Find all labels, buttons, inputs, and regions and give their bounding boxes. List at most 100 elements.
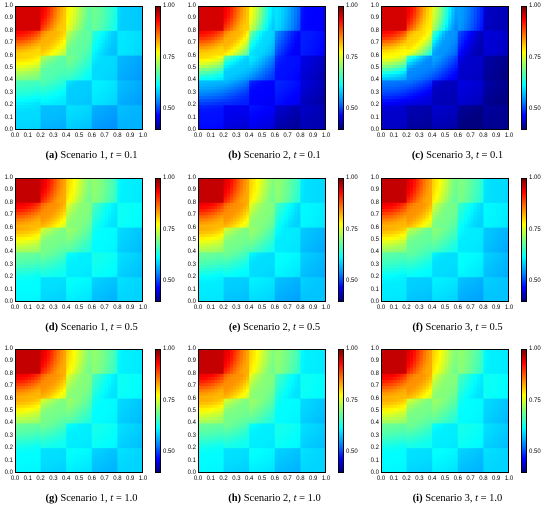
heatmap-cell [239,18,244,22]
heatmap-cell [438,95,443,100]
heatmap-cell [34,15,38,19]
heatmap-cell [441,12,446,16]
heatmap-cell [198,27,202,32]
heatmap-cell [403,120,407,125]
heatmap-cell [406,71,411,75]
heatmap-cell [445,83,449,87]
heatmap-cell [50,61,54,66]
heatmap-cell [69,6,73,10]
heatmap-cell [413,120,417,125]
heatmap-cell [15,68,19,72]
heatmap-cell [499,83,503,87]
heatmap-cell [204,126,208,130]
heatmap-cell [91,24,96,29]
heatmap-cell [281,64,285,69]
heatmap-cell [117,114,121,118]
heatmap-cell [473,80,478,84]
heatmap-cell [303,95,308,100]
heatmap-cell [397,55,401,60]
heatmap-cell [435,83,439,87]
heatmap-cell [262,52,266,56]
heatmap-cell [493,24,497,29]
heatmap-cell [236,30,240,35]
heatmap-cell [255,15,260,19]
heatmap-cell [300,40,304,44]
heatmap-cell [50,114,54,118]
heatmap-cell [467,27,471,32]
heatmap-cell [496,18,500,22]
heatmap-cell [252,61,256,66]
heatmap-cell [53,33,57,38]
heatmap-cell [207,86,212,91]
heatmap-cell [274,21,279,25]
heatmap-cell [429,49,433,53]
heatmap-cell [387,9,391,13]
heatmap-cell [53,9,57,13]
heatmap-cell [438,71,443,75]
heatmap-cell [75,111,80,115]
heatmap-cell [246,92,250,97]
heatmap-cell [223,43,228,47]
heatmap-cell [461,102,465,106]
heatmap-cell [262,108,266,112]
heatmap-plot-area [381,6,509,130]
heatmap-cell [429,55,433,60]
heatmap-cell [66,83,70,87]
x-tick-label: 0.6 [270,133,279,139]
heatmap-cell [316,52,320,56]
heatmap-cell [457,80,462,84]
heatmap-cell [130,27,134,32]
heatmap-cell [416,37,420,41]
heatmap-cell [419,83,423,87]
heatmap-cell [406,37,411,41]
heatmap-cell [435,24,439,29]
heatmap-cell [278,83,282,87]
heatmap-cell [313,37,317,41]
heatmap-cell [409,102,414,106]
heatmap-cell [18,92,22,97]
heatmap-cell [104,123,109,128]
heatmap-cell [425,55,430,60]
heatmap-cell [66,89,70,94]
heatmap-cell [262,9,266,13]
heatmap-cell [287,89,292,94]
heatmap-cell [18,30,22,35]
heatmap-cell [72,55,77,60]
heatmap-cell [400,15,404,19]
heatmap-cell [464,111,468,115]
heatmap-cell [297,46,301,50]
heatmap-cell [27,80,32,84]
heatmap-cell [246,24,250,29]
heatmap-cell [47,61,51,66]
heatmap-cell [98,18,102,22]
heatmap-cell [31,111,35,115]
heatmap-cell [397,117,401,122]
heatmap-cell [496,123,500,128]
heatmap-cell [114,68,118,72]
heatmap-cell [255,58,260,63]
heatmap-cell [220,80,224,84]
heatmap-cell [313,12,317,16]
x-tick-label: 0.5 [74,133,84,139]
heatmap-cell [467,77,471,81]
heatmap-cell [290,92,295,97]
heatmap-cell [31,55,35,60]
heatmap-cell [505,92,509,97]
heatmap-cell [98,27,102,32]
heatmap-cell [127,105,131,109]
heatmap-cell [75,102,80,106]
heatmap-cell [281,52,285,56]
heatmap-cell [322,46,326,50]
heatmap-cell [425,120,430,125]
heatmap-cell [223,80,228,84]
heatmap-cell [233,30,237,35]
heatmap-cell [226,117,231,122]
heatmap-cell [207,117,212,122]
heatmap-cell [226,49,231,53]
heatmap-cell [75,21,80,25]
heatmap-cell [139,102,143,106]
heatmap-cell [50,21,54,25]
heatmap-cell [322,71,326,75]
heatmap-cell [69,108,73,112]
heatmap-cell [384,68,388,72]
